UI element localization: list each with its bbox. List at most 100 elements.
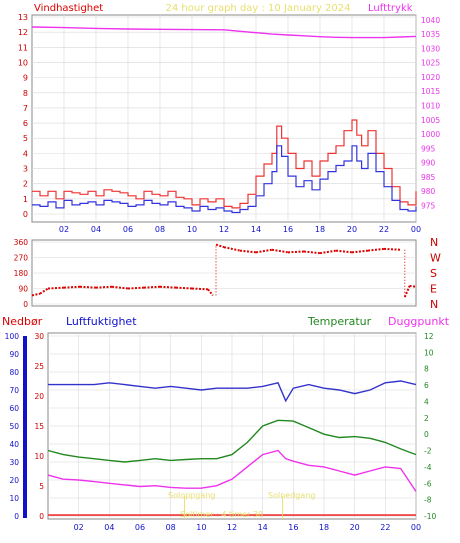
weather-x-tick-6: 14	[258, 523, 268, 532]
temperature-tick-5: 0	[424, 430, 429, 439]
pressure-label: Lufttrykk	[368, 3, 413, 14]
dir-left-tick-4: 360	[14, 238, 29, 247]
wind-left-tick-7: 7	[23, 104, 28, 113]
temperature-label: Temperatur	[307, 315, 372, 328]
weather-x-tick-9: 20	[350, 523, 360, 532]
wind-series-gust	[32, 119, 417, 209]
pressure-tick-10: 1025	[421, 59, 440, 68]
wind-x-tick-5: 12	[219, 225, 229, 234]
wind-x-tick-10: 22	[379, 225, 389, 234]
temperature-tick-4: -2	[424, 447, 432, 456]
temperature-tick-11: 12	[424, 332, 434, 341]
pressure-tick-8: 1015	[421, 87, 440, 96]
rain-tick-3: 15	[34, 422, 44, 431]
weather-x-tick-1: 04	[104, 523, 114, 532]
weather-series-2	[47, 449, 417, 492]
wind-left-tick-11: 11	[18, 43, 28, 52]
wind-series-avg	[32, 145, 417, 214]
humidity-tick-1: 10	[9, 494, 19, 503]
dir-segment-0	[31, 292, 41, 297]
dir-segment-22	[335, 249, 353, 254]
humidity-tick-4: 40	[9, 440, 19, 449]
dir-segment-23	[351, 249, 369, 254]
wind-left-tick-1: 1	[23, 195, 28, 204]
rain-label: Nedbør	[2, 315, 43, 328]
dewpoint-label: Duggpunkt	[388, 315, 450, 328]
pressure-tick-1: 980	[421, 187, 436, 196]
dir-segment-2	[47, 286, 65, 290]
pressure-tick-6: 1005	[421, 116, 440, 125]
sun-hours-label: Soltimer : 4 timer 30	[180, 510, 263, 519]
dir-left-tick-1: 90	[18, 285, 28, 294]
weather-x-tick-0: 02	[74, 523, 84, 532]
wind-left-tick-5: 5	[23, 134, 28, 143]
humidity-tick-5: 50	[9, 422, 19, 431]
sunrise-label: Soloppgang	[168, 491, 215, 500]
dir-segment-18	[271, 248, 289, 254]
series-layer	[31, 26, 417, 519]
dir-segment-17	[255, 248, 273, 254]
wind-left-tick-8: 8	[23, 89, 28, 98]
sunset-label: Solnedgang	[268, 491, 315, 500]
dir-segment-20	[303, 250, 321, 255]
humidity-label: Luftfuktighet	[66, 315, 137, 328]
dir-segment-16	[239, 249, 257, 254]
weather-x-tick-11: 00	[411, 523, 421, 532]
rain-tick-2: 10	[34, 452, 44, 461]
wind-x-tick-3: 08	[155, 225, 165, 234]
wind-left-tick-12: 12	[18, 28, 28, 37]
dir-segment-15	[223, 246, 241, 252]
weather-x-tick-8: 18	[319, 523, 329, 532]
wind-left-tick-9: 9	[23, 74, 28, 83]
dir-compass-label-4: N	[430, 298, 438, 311]
humidity-tick-3: 30	[9, 458, 19, 467]
weather-series-0	[48, 380, 417, 403]
humidity-tick-2: 20	[9, 476, 19, 485]
weather-series-1	[47, 419, 417, 463]
temperature-tick-0: -10	[424, 512, 436, 521]
temperature-tick-10: 10	[424, 348, 434, 357]
chart-title: 24 hour graph day : 10 January 2024	[166, 3, 351, 14]
dir-segment-10	[175, 286, 193, 290]
temperature-tick-8: 6	[424, 381, 429, 390]
pressure-tick-7: 1010	[421, 102, 440, 111]
wind-left-tick-6: 6	[23, 119, 28, 128]
tick-layer: 0123456789101112139759809859909951000100…	[5, 13, 441, 532]
wind-x-tick-8: 18	[315, 225, 325, 234]
dir-segment-1	[39, 287, 49, 295]
dir-segment-4	[79, 285, 97, 289]
pressure-tick-9: 1020	[421, 73, 440, 82]
pressure-tick-2: 985	[421, 173, 436, 182]
dir-segment-5	[95, 285, 113, 289]
wind-x-tick-7: 16	[283, 225, 293, 234]
dir-compass-label-2: S	[430, 267, 437, 280]
humidity-tick-6: 60	[9, 404, 19, 413]
dir-segment-8	[143, 285, 161, 289]
dir-segment-6	[111, 285, 129, 290]
wind-series-pressure	[31, 26, 417, 39]
wind-left-tick-3: 3	[23, 165, 28, 174]
rain-axis-bar	[23, 336, 27, 518]
rain-tick-5: 25	[34, 362, 44, 371]
wind-left-tick-2: 2	[23, 180, 28, 189]
wind-x-tick-11: 00	[411, 225, 421, 234]
dir-segment-25	[383, 247, 401, 251]
pressure-tick-0: 975	[421, 201, 436, 210]
dir-left-tick-0: 0	[23, 300, 28, 309]
temperature-tick-1: -8	[424, 496, 432, 505]
humidity-tick-10: 100	[5, 332, 20, 341]
rain-tick-6: 30	[34, 332, 44, 341]
wind-x-tick-6: 14	[251, 225, 261, 234]
weather-x-tick-4: 10	[196, 523, 206, 532]
dir-left-tick-2: 180	[14, 269, 29, 278]
dir-segment-21	[319, 249, 337, 255]
wind-x-tick-4: 10	[187, 225, 197, 234]
wind-x-tick-0: 02	[59, 225, 69, 234]
dir-compass-label-0: N	[430, 236, 438, 249]
dir-left-tick-3: 270	[14, 254, 29, 263]
wind-x-tick-1: 04	[91, 225, 101, 234]
wind-x-tick-9: 20	[347, 225, 357, 234]
humidity-tick-0: 0	[14, 512, 19, 521]
humidity-tick-7: 70	[9, 386, 19, 395]
